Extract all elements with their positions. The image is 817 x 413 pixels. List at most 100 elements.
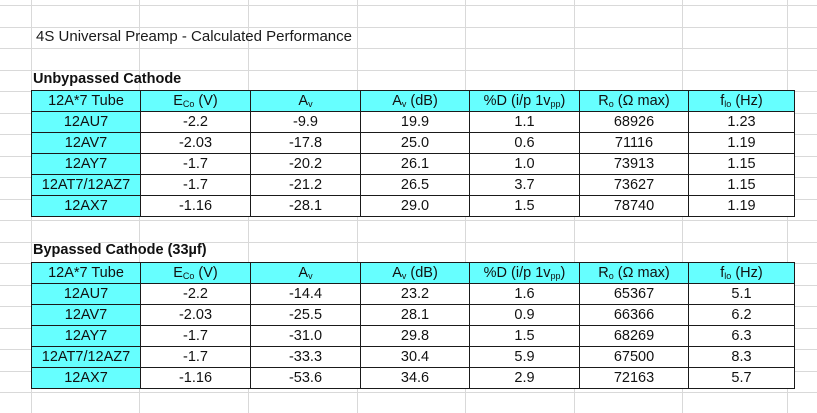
value-cell: 5.7 <box>688 367 795 389</box>
column-header-main: f <box>720 93 725 109</box>
column-header: flo (Hz) <box>688 90 795 112</box>
column-header: Av <box>250 262 361 284</box>
value-cell: 71116 <box>579 132 689 154</box>
grid-row-line <box>0 242 817 243</box>
column-header-unit: (V) <box>194 93 218 109</box>
value-cell: 0.9 <box>469 304 580 326</box>
grid-row-line <box>0 392 817 393</box>
column-header-main: E <box>173 93 183 109</box>
column-header-main: A <box>298 265 309 281</box>
table-row: 12AU7 -2.2 -14.4 23.2 1.6 65367 5.1 <box>31 283 795 305</box>
value-cell: -1.7 <box>140 153 251 175</box>
section-title-unbypassed: Unbypassed Cathode <box>33 71 182 87</box>
column-header-subscript: pp <box>550 271 561 281</box>
tube-name-cell: 12AT7/12AZ7 <box>31 174 141 196</box>
column-header-unit: ) <box>560 265 566 281</box>
column-header-subscript: pp <box>550 99 561 109</box>
value-cell: 29.0 <box>360 195 470 217</box>
column-header-main: A <box>392 265 402 281</box>
table-row: 12AY7 -1.7 -31.0 29.8 1.5 68269 6.3 <box>31 325 795 347</box>
value-cell: -1.7 <box>140 346 251 368</box>
value-cell: 6.3 <box>688 325 795 347</box>
value-cell: 1.6 <box>469 283 580 305</box>
value-cell: 72163 <box>579 367 689 389</box>
table-header-row: 12A*7 Tube ECo (V) Av Av (dB) %D (i/p 1vpp) R… <box>31 262 795 284</box>
value-cell: 25.0 <box>360 132 470 154</box>
column-header-subscript: o <box>608 99 614 109</box>
value-cell: -25.5 <box>250 304 361 326</box>
column-header: 12A*7 Tube <box>31 262 141 284</box>
grid-row-line <box>0 70 817 71</box>
table-row: 12AT7/12AZ7 -1.7 -33.3 30.4 5.9 67500 8.3 <box>31 346 795 368</box>
tube-name-cell: 12AU7 <box>31 111 141 133</box>
table-row: 12AY7 -1.7 -20.2 26.1 1.0 73913 1.15 <box>31 153 795 175</box>
tube-name-cell: 12AX7 <box>31 367 141 389</box>
grid-row-line <box>0 5 817 6</box>
column-header: ECo (V) <box>140 90 251 112</box>
value-cell: -1.7 <box>140 174 251 196</box>
grid-row-line <box>0 27 817 28</box>
value-cell: -2.2 <box>140 283 251 305</box>
tube-name-cell: 12AV7 <box>31 132 141 154</box>
column-header: Ro (Ω max) <box>579 262 689 284</box>
value-cell: 1.5 <box>469 325 580 347</box>
tube-name-cell: 12AY7 <box>31 325 141 347</box>
column-header-subscript: v <box>308 99 313 109</box>
column-header: Av <box>250 90 361 112</box>
value-cell: 73627 <box>579 174 689 196</box>
value-cell: -2.03 <box>140 304 251 326</box>
value-cell: -1.7 <box>140 325 251 347</box>
value-cell: 68926 <box>579 111 689 133</box>
column-header-main: %D (i/p 1v <box>483 265 551 281</box>
value-cell: -17.8 <box>250 132 361 154</box>
table-row: 12AV7 -2.03 -25.5 28.1 0.9 66366 6.2 <box>31 304 795 326</box>
column-header: Av (dB) <box>360 262 470 284</box>
table-header-row: 12A*7 Tube ECo (V) Av Av (dB) %D (i/p 1vpp) R… <box>31 90 795 112</box>
column-header-subscript: v <box>401 271 407 281</box>
value-cell: 68269 <box>579 325 689 347</box>
value-cell: 30.4 <box>360 346 470 368</box>
value-cell: 28.1 <box>360 304 470 326</box>
value-cell: -14.4 <box>250 283 361 305</box>
column-header-subscript: Co <box>182 99 195 109</box>
value-cell: 19.9 <box>360 111 470 133</box>
value-cell: -21.2 <box>250 174 361 196</box>
column-header-main: E <box>173 265 183 281</box>
value-cell: 34.6 <box>360 367 470 389</box>
table-row: 12AT7/12AZ7 -1.7 -21.2 26.5 3.7 73627 1.15 <box>31 174 795 196</box>
table-bypassed: 12A*7 Tube ECo (V) Av Av (dB) %D (i/p 1vpp) R… <box>31 262 795 389</box>
tube-name-cell: 12AX7 <box>31 195 141 217</box>
column-header-subscript: v <box>401 99 407 109</box>
value-cell: 73913 <box>579 153 689 175</box>
tube-name-cell: 12AU7 <box>31 283 141 305</box>
value-cell: -9.9 <box>250 111 361 133</box>
column-header-unit: ) <box>560 93 566 109</box>
column-header: %D (i/p 1vpp) <box>469 90 580 112</box>
value-cell: 1.23 <box>688 111 795 133</box>
column-header-subscript: v <box>308 271 313 281</box>
value-cell: -1.16 <box>140 367 251 389</box>
column-header-subscript: lo <box>724 271 732 281</box>
value-cell: 0.6 <box>469 132 580 154</box>
value-cell: -33.3 <box>250 346 361 368</box>
value-cell: 1.15 <box>688 174 795 196</box>
column-header: flo (Hz) <box>688 262 795 284</box>
tube-name-cell: 12AV7 <box>31 304 141 326</box>
grid-row-line <box>0 48 817 49</box>
value-cell: -2.03 <box>140 132 251 154</box>
column-header-subscript: Co <box>182 271 195 281</box>
value-cell: 6.2 <box>688 304 795 326</box>
value-cell: 3.7 <box>469 174 580 196</box>
value-cell: -2.2 <box>140 111 251 133</box>
value-cell: 65367 <box>579 283 689 305</box>
value-cell: -28.1 <box>250 195 361 217</box>
value-cell: 23.2 <box>360 283 470 305</box>
value-cell: 5.1 <box>688 283 795 305</box>
value-cell: 26.1 <box>360 153 470 175</box>
column-header-main: 12A*7 Tube <box>48 265 124 281</box>
column-header-unit: (dB) <box>406 93 438 109</box>
column-header: %D (i/p 1vpp) <box>469 262 580 284</box>
column-header-main: 12A*7 Tube <box>48 93 124 109</box>
section-title-bypassed: Bypassed Cathode (33µf) <box>33 242 207 258</box>
value-cell: 8.3 <box>688 346 795 368</box>
